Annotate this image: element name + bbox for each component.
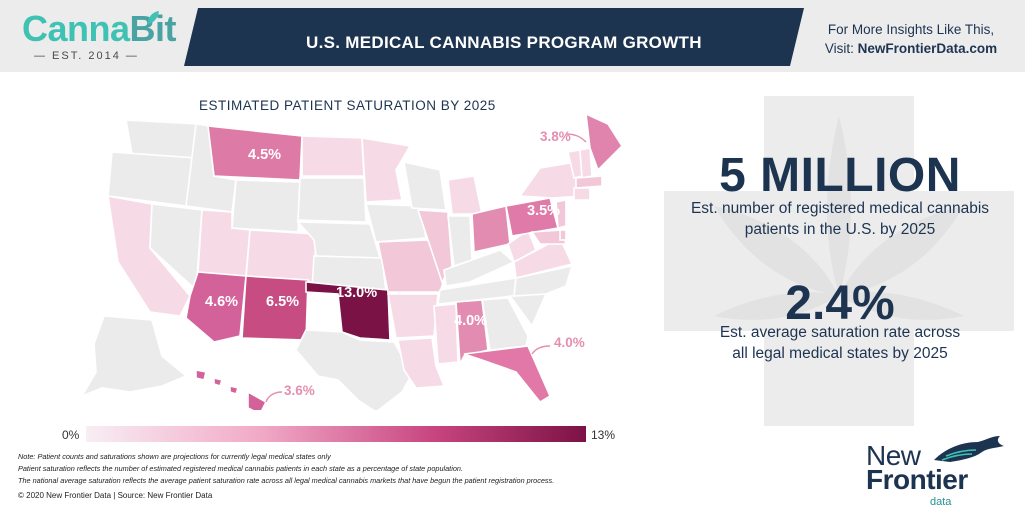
- patients-desc-line1: Est. number of registered medical cannab…: [690, 200, 990, 217]
- label-maine: 3.8%: [540, 129, 571, 144]
- new-frontier-logo[interactable]: New Frontier data: [866, 436, 1016, 515]
- state-washington: [125, 119, 199, 159]
- note-2: Patient saturation reflects the number o…: [18, 464, 463, 473]
- saturation-desc-line1: Est. average saturation rate across: [719, 324, 961, 341]
- insights-prefix: Visit:: [824, 41, 858, 56]
- state-missouri: [377, 239, 445, 293]
- saturation-value: 2.4%: [785, 277, 895, 330]
- brand-frontier: Frontier: [866, 464, 968, 495]
- legend-gradient-bar: [86, 426, 586, 442]
- patients-description: Est. number of registered medical cannab…: [660, 198, 1020, 240]
- saturation-description: Est. average saturation rate across all …: [660, 322, 1020, 364]
- state-mississippi: [433, 303, 459, 365]
- copyright: © 2020 New Frontier Data | Source: New F…: [18, 491, 213, 500]
- state-florida: [463, 345, 552, 404]
- state-maine: [585, 112, 624, 172]
- label-florida: 4.0%: [554, 335, 585, 350]
- label-alabama: 4.0%: [454, 313, 488, 329]
- logo-est: — EST. 2014 —: [34, 50, 139, 62]
- state-georgia: [481, 297, 529, 351]
- state-michigan: [447, 175, 483, 215]
- label-new-mexico: 6.5%: [266, 294, 300, 310]
- cannabit-logo[interactable]: CannaBit — EST. 2014 —: [22, 10, 182, 65]
- state-north-dakota: [301, 135, 365, 177]
- map-title: ESTIMATED PATIENT SATURATION BY 2025: [199, 98, 496, 113]
- label-hawaii: 3.6%: [284, 383, 315, 398]
- saturation-desc-line2: all legal medical states by 2025: [732, 345, 948, 362]
- state-ohio: [471, 205, 511, 253]
- legend-max: 13%: [591, 428, 616, 442]
- insights-callout[interactable]: For More Insights Like This, Visit: NewF…: [805, 20, 1017, 58]
- insights-site-link[interactable]: NewFrontierData.com: [857, 41, 998, 56]
- brand-new: New: [866, 440, 921, 471]
- state-wyoming: [231, 179, 301, 233]
- state-massachusetts: [575, 175, 603, 189]
- state-louisiana: [397, 337, 446, 389]
- state-minnesota: [361, 137, 412, 203]
- insights-line1: For More Insights Like This,: [827, 22, 995, 37]
- state-connecticut: [573, 187, 591, 201]
- arrow-florida: [531, 345, 551, 355]
- logo-part1: Canna: [22, 8, 130, 49]
- footnotes: Note: Patient counts and saturations sho…: [18, 451, 554, 487]
- brand-data: data: [930, 496, 952, 508]
- state-alaska: [80, 315, 188, 398]
- state-iowa: [364, 203, 427, 243]
- us-map: [80, 112, 624, 410]
- state-wisconsin: [403, 160, 447, 211]
- note-1: Note: Patient counts and saturations sho…: [18, 452, 331, 461]
- state-arkansas: [387, 293, 439, 339]
- state-new-hampshire: [579, 147, 593, 179]
- state-delaware: [559, 229, 567, 241]
- state-maryland: [530, 229, 568, 245]
- state-new-jersey: [555, 199, 567, 230]
- horse-icon: [934, 436, 1004, 462]
- label-pennsylvania: 3.5%: [527, 203, 561, 219]
- state-south-dakota: [297, 177, 367, 223]
- title-banner: [184, 8, 804, 66]
- arrow-hawaii: [265, 391, 283, 403]
- label-oklahoma: 13.0%: [336, 285, 378, 301]
- page-title: U.S. MEDICAL CANNABIS PROGRAM GROWTH: [306, 33, 702, 52]
- state-kentucky: [443, 249, 516, 287]
- label-montana: 4.5%: [248, 147, 282, 163]
- medical-cross-leaf-icon: [664, 96, 1014, 426]
- patients-desc-line2: patients in the U.S. by 2025: [744, 221, 936, 238]
- state-hawaii: [195, 369, 268, 410]
- label-arizona: 4.6%: [205, 294, 239, 310]
- patients-value: 5 MILLION: [719, 149, 961, 202]
- legend-min: 0%: [62, 428, 80, 442]
- state-virginia: [513, 236, 574, 279]
- state-texas: [295, 329, 413, 410]
- state-colorado: [245, 229, 317, 283]
- leaf-icon: [148, 11, 159, 24]
- state-north-carolina: [513, 264, 574, 297]
- note-3: The national average saturation reflects…: [18, 476, 555, 485]
- arrow-maine: [565, 133, 587, 143]
- callout-arrows: [265, 133, 587, 403]
